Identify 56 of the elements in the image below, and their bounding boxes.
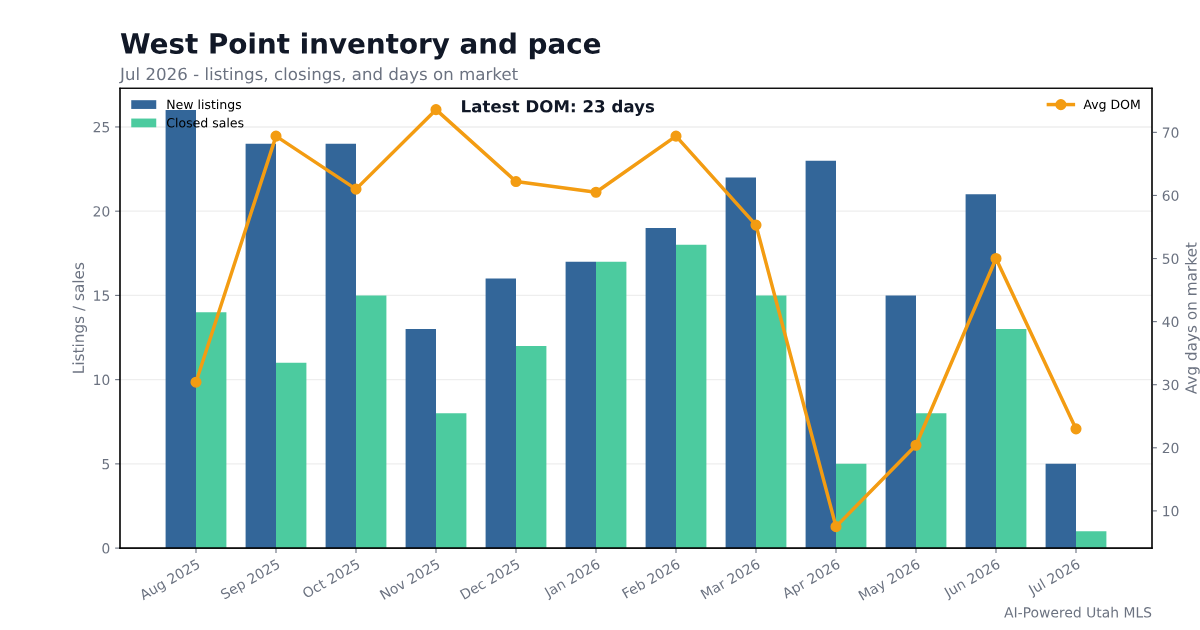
bar <box>436 413 467 549</box>
y-tick-label: 15 <box>94 290 110 301</box>
bar <box>565 261 596 549</box>
bar <box>916 413 947 549</box>
legend-label: New listings <box>167 99 242 112</box>
bar <box>325 143 356 549</box>
bar <box>645 228 676 549</box>
y-tick-label: 25 <box>93 121 110 133</box>
bar <box>1045 463 1076 549</box>
bar <box>356 295 387 549</box>
point <box>510 176 522 188</box>
text: AI-Powered Utah MLS <box>1004 606 1152 618</box>
bar <box>805 160 836 549</box>
bar <box>485 278 516 549</box>
y2-tick-label: 10 <box>1163 505 1179 517</box>
bar <box>756 295 787 549</box>
point <box>830 521 842 533</box>
bar <box>1076 531 1107 549</box>
bar <box>596 261 627 549</box>
point <box>1070 423 1082 435</box>
bar <box>516 345 547 549</box>
chart-subtitle: Jul 2026 - listings, closings, and days on market <box>119 67 518 84</box>
y2-tick-label: 30 <box>1162 379 1179 391</box>
bar <box>676 244 707 549</box>
point <box>990 252 1002 265</box>
bar <box>965 194 996 549</box>
point <box>350 183 362 195</box>
y-tick-label: 0 <box>102 543 110 554</box>
bar <box>725 177 756 549</box>
bar <box>996 329 1027 549</box>
point <box>910 439 922 451</box>
bar <box>276 362 307 549</box>
bar <box>405 329 436 549</box>
annotation: Latest DOM: 23 days <box>462 99 655 116</box>
point <box>750 219 762 231</box>
y-axis-title: Listings / sales <box>72 262 88 373</box>
chart-title: West Point inventory and pace <box>120 32 601 60</box>
y2-tick-label: 70 <box>1162 127 1179 138</box>
point <box>670 130 682 142</box>
bar <box>245 143 276 549</box>
point <box>190 376 202 388</box>
y-tick-label: 10 <box>94 374 110 386</box>
point <box>430 104 442 116</box>
y2-tick-label: 60 <box>1162 190 1179 201</box>
y2-tick-label: 50 <box>1162 253 1179 265</box>
y-tick-label: 5 <box>102 459 110 470</box>
y2-tick-label: 40 <box>1162 316 1179 328</box>
y2-axis-title: Avg days on market <box>1184 242 1200 395</box>
point <box>270 130 282 142</box>
point <box>590 186 602 198</box>
bar <box>836 463 867 549</box>
bar <box>885 295 916 549</box>
y-tick-label: 20 <box>93 206 110 217</box>
bar <box>196 312 227 549</box>
legend-label: Avg DOM <box>1083 99 1140 112</box>
y2-tick-label: 20 <box>1162 442 1179 454</box>
